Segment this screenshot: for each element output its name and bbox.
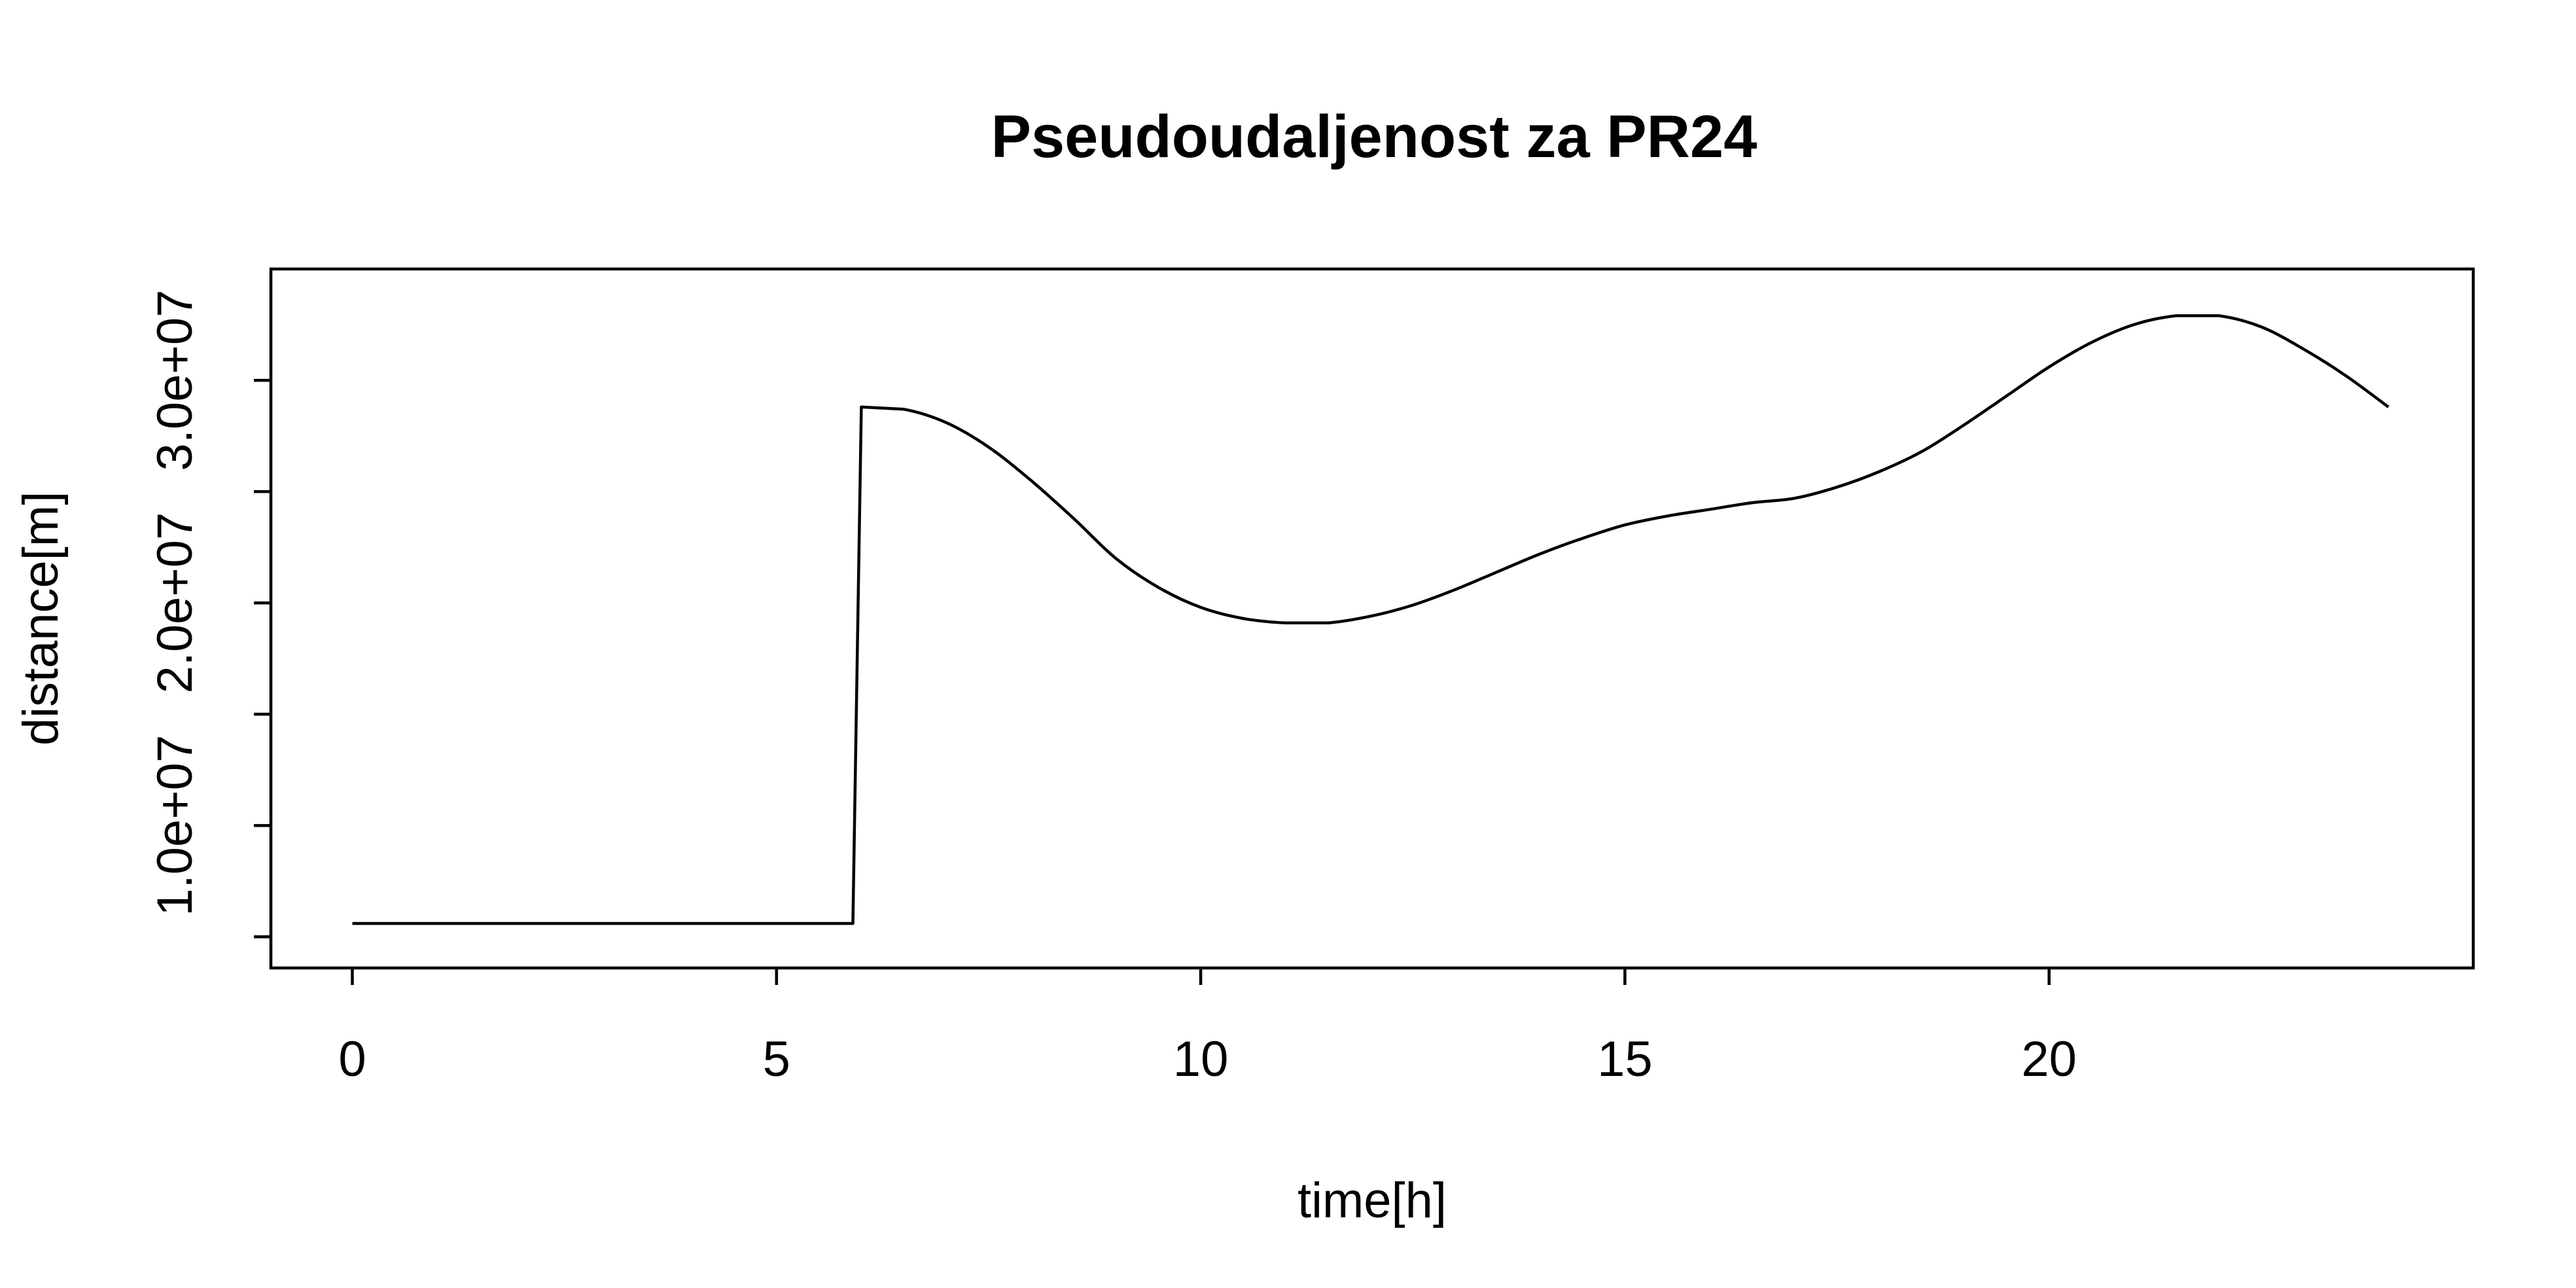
y-tick-label: 1.0e+07 <box>147 735 203 916</box>
series-group <box>352 314 2390 925</box>
series-line <box>352 314 2390 925</box>
chart-title: Pseudoudaljenost za PR24 <box>991 103 1757 170</box>
x-axis: 0 5 10 15 20 <box>338 968 2077 1087</box>
y-tick-label: 2.0e+07 <box>147 512 203 694</box>
x-axis-label: time[h] <box>1297 1173 1447 1228</box>
plot-frame <box>269 267 2475 970</box>
y-axis-label: distance[m] <box>13 492 69 746</box>
x-tick-label: 0 <box>338 1031 366 1087</box>
x-tick-label: 20 <box>2021 1031 2077 1087</box>
y-axis: 1.0e+07 2.0e+07 3.0e+07 <box>147 290 271 939</box>
y-tick-label: 3.0e+07 <box>147 290 203 471</box>
x-tick-label: 10 <box>1173 1031 1229 1087</box>
x-tick-label: 15 <box>1597 1031 1653 1087</box>
x-tick-label: 5 <box>763 1031 790 1087</box>
